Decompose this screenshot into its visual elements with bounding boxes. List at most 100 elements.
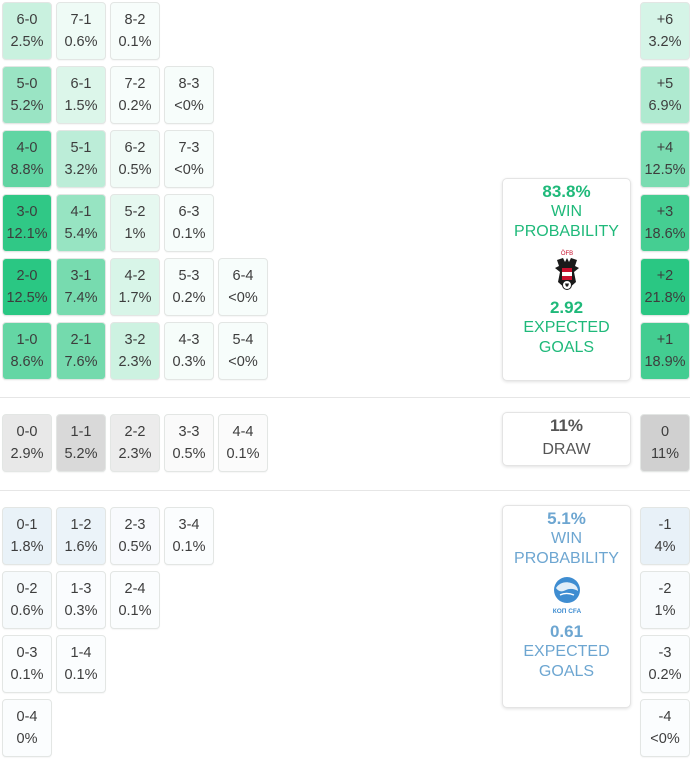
score-label: 1-1 — [70, 424, 92, 440]
score-cell: 2-4 0.1% — [110, 571, 160, 629]
score-probability: 12.1% — [6, 226, 48, 242]
goal-diff-cell: +4 12.5% — [640, 130, 690, 188]
score-cell: 3-3 0.5% — [164, 414, 214, 472]
score-label: 3-3 — [178, 424, 200, 440]
score-probability: 0.2% — [118, 98, 152, 114]
score-label: 5-0 — [16, 76, 38, 92]
goal-diff-label: -3 — [658, 645, 672, 661]
goal-diff-cell: -1 4% — [640, 507, 690, 565]
score-probability: 2.5% — [10, 34, 44, 50]
goal-diff-probability: <0% — [650, 731, 680, 747]
goal-diff-cell: +3 18.6% — [640, 194, 690, 252]
score-label: 1-0 — [16, 332, 38, 348]
score-label: 1-4 — [70, 645, 92, 661]
score-probability: 1.5% — [64, 98, 98, 114]
score-cell: 0-1 1.8% — [2, 507, 52, 565]
score-label: 4-0 — [16, 140, 38, 156]
score-cell: 0-0 2.9% — [2, 414, 52, 472]
score-cell: 2-0 12.5% — [2, 258, 52, 316]
goal-diff-cell: +1 18.9% — [640, 322, 690, 380]
score-label: 4-3 — [178, 332, 200, 348]
score-cell: 7-3 <0% — [164, 130, 214, 188]
score-probability: 0.1% — [172, 226, 206, 242]
score-probability: 7.4% — [64, 290, 98, 306]
xg-label-line2: GOALS — [538, 339, 595, 356]
score-cell: 8-2 0.1% — [110, 2, 160, 60]
score-probability: 0% — [16, 731, 38, 747]
score-probability: <0% — [228, 290, 258, 306]
cyprus-crest-icon: КОП CFA — [503, 575, 630, 615]
away-win-summary-card: 5.1% WIN PROBABILITY КОП CFA 0.61 EXPECT… — [502, 505, 631, 708]
goal-diff-cell: -4 <0% — [640, 699, 690, 757]
goal-diff-probability: 1% — [654, 603, 676, 619]
xg-label-line1: EXPECTED — [523, 643, 610, 660]
score-label: 8-3 — [178, 76, 200, 92]
section-divider — [0, 397, 690, 398]
win-label-line1: WIN — [550, 203, 583, 220]
goal-diff-probability: 18.9% — [644, 354, 686, 370]
score-cell: 4-3 0.3% — [164, 322, 214, 380]
score-cell: 5-2 1% — [110, 194, 160, 252]
section-divider — [0, 490, 690, 491]
win-label-line2: PROBABILITY — [514, 550, 619, 567]
score-cell: 3-2 2.3% — [110, 322, 160, 380]
score-cell: 1-0 8.6% — [2, 322, 52, 380]
cyprus-crest-logo: КОП CFA — [552, 577, 581, 615]
score-cell: 3-0 12.1% — [2, 194, 52, 252]
goal-diff-probability: 11% — [651, 446, 679, 462]
score-label: 3-4 — [178, 517, 200, 533]
score-probability: 0.3% — [64, 603, 98, 619]
score-cell: 7-1 0.6% — [56, 2, 106, 60]
score-label: 0-1 — [16, 517, 38, 533]
score-probability: 0.2% — [172, 290, 206, 306]
draw-probability: 11% — [549, 416, 584, 435]
score-label: 1-3 — [70, 581, 92, 597]
score-label: 4-1 — [70, 204, 92, 220]
score-label: 3-2 — [124, 332, 146, 348]
score-cell: 5-0 5.2% — [2, 66, 52, 124]
score-cell: 5-3 0.2% — [164, 258, 214, 316]
draw-label: DRAW — [542, 441, 591, 458]
score-cell: 7-2 0.2% — [110, 66, 160, 124]
score-label: 4-2 — [124, 268, 146, 284]
xg-label-line1: EXPECTED — [523, 319, 610, 336]
score-probability: 1.8% — [10, 539, 44, 555]
score-probability: 0.3% — [172, 354, 206, 370]
goal-diff-label: 0 — [660, 424, 670, 440]
score-cell: 1-3 0.3% — [56, 571, 106, 629]
score-cell: 2-2 2.3% — [110, 414, 160, 472]
score-label: 2-0 — [16, 268, 38, 284]
goal-diff-label: +5 — [656, 76, 674, 92]
austria-crest-icon: ÖFB — [503, 248, 630, 294]
score-probability: 0.1% — [226, 446, 260, 462]
goal-diff-cell: -2 1% — [640, 571, 690, 629]
score-probability: 0.1% — [118, 603, 152, 619]
goal-diff-probability: 21.8% — [644, 290, 686, 306]
away-win-probability: 5.1% — [547, 509, 586, 528]
score-cell: 3-1 7.4% — [56, 258, 106, 316]
home-expected-goals: 2.92 — [549, 298, 584, 317]
score-probability: 5.2% — [10, 98, 44, 114]
score-probability: 2.9% — [10, 446, 44, 462]
goal-diff-probability: 6.9% — [648, 98, 682, 114]
score-label: 6-2 — [124, 140, 146, 156]
xg-label-line2: GOALS — [538, 663, 595, 680]
austria-crest-logo: ÖFB — [554, 250, 579, 290]
win-label-line1: WIN — [550, 530, 583, 547]
score-cell: 6-0 2.5% — [2, 2, 52, 60]
goal-diff-probability: 18.6% — [644, 226, 686, 242]
goal-diff-cell: +5 6.9% — [640, 66, 690, 124]
score-probability: 12.5% — [6, 290, 48, 306]
score-cell: 4-4 0.1% — [218, 414, 268, 472]
goal-diff-probability: 4% — [654, 539, 676, 555]
goal-diff-probability: 12.5% — [644, 162, 686, 178]
score-probability: 0.6% — [10, 603, 44, 619]
score-probability: 1.6% — [64, 539, 98, 555]
score-label: 8-2 — [124, 12, 146, 28]
score-cell: 4-0 8.8% — [2, 130, 52, 188]
score-label: 5-3 — [178, 268, 200, 284]
goal-diff-cell: +2 21.8% — [640, 258, 690, 316]
score-probability: 2.3% — [118, 354, 152, 370]
score-probability: 0.1% — [118, 34, 152, 50]
score-label: 7-1 — [70, 12, 92, 28]
